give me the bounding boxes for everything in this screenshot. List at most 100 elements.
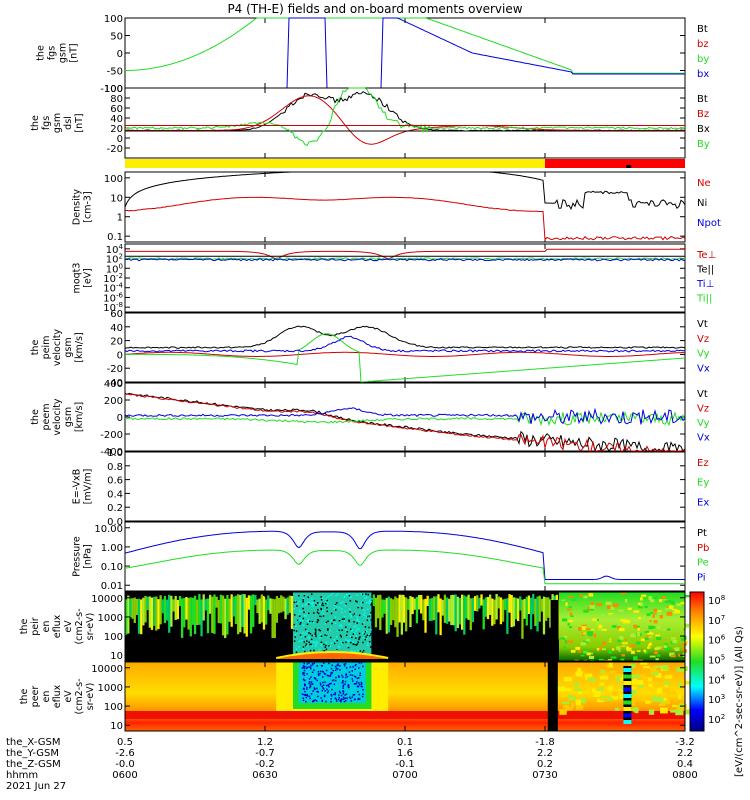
spectrogram-cell (361, 695, 364, 698)
spectrogram-cell (605, 601, 612, 606)
spectrogram-cell (584, 673, 593, 678)
footer-value: -1.8 (535, 737, 555, 748)
spectrogram-cell (303, 662, 305, 665)
spectrogram-cell (332, 642, 335, 645)
date-label: 2021 Jun 27 (6, 781, 66, 792)
spectrogram-cell (317, 618, 319, 621)
y-axis-label: fgs (41, 116, 52, 130)
spectrogram-cell (320, 635, 323, 638)
series-by (125, 17, 685, 74)
y-axis-label: peir (30, 617, 41, 636)
spectrogram-cell (345, 641, 347, 643)
spectrogram-cell (588, 655, 595, 659)
spectrogram-cell (383, 599, 386, 614)
y-tick-label: 80 (110, 94, 123, 105)
spectrogram-cell (614, 707, 620, 711)
spectrogram-cell (290, 595, 294, 629)
spectrogram-cell (615, 676, 621, 682)
spectrogram-cell (570, 702, 575, 708)
spectrogram-cell (350, 641, 352, 644)
spectrogram-cell (684, 623, 690, 628)
series-vz (124, 393, 686, 452)
spectrogram-cell (577, 649, 582, 651)
spectrogram-cell (519, 596, 522, 611)
spectrogram-cell (271, 598, 274, 639)
spectrogram-cell (581, 626, 586, 630)
spectrogram-cell (607, 685, 613, 691)
spectrogram-cell (361, 685, 363, 688)
spectrogram-cell (352, 633, 355, 635)
spectrogram-cell (355, 644, 358, 646)
spectrogram-cell (467, 594, 470, 620)
spectrogram-cell (308, 603, 310, 605)
spectrogram-cell (262, 595, 266, 630)
footer-value: 0630 (252, 770, 277, 781)
spectrogram-cell (312, 601, 314, 604)
spectrogram-cell (302, 599, 304, 601)
spectrogram-cell (317, 674, 320, 677)
footer-value: 0700 (392, 770, 417, 781)
spectrogram-cell (370, 611, 372, 614)
spectrogram-cell (316, 621, 319, 623)
spectrogram-cell (344, 663, 347, 665)
spectrogram-cell (331, 592, 334, 595)
spectrogram-cell (657, 610, 662, 613)
spectrogram-cell (525, 596, 528, 626)
spectrogram-cell (370, 646, 372, 648)
y-axis-label: peer (30, 686, 41, 708)
spectrogram-cell (302, 673, 304, 675)
spectrogram-cell (350, 615, 352, 618)
spectrogram-cell (313, 687, 316, 689)
spectrogram-cell (342, 681, 344, 684)
spectrogram-cell (349, 697, 352, 700)
series-vy (124, 410, 686, 427)
legend-entry: Ti|| (696, 294, 712, 305)
spectrogram-cell (620, 619, 626, 622)
spectrogram-cell (348, 593, 350, 595)
spectrogram-cell (664, 675, 672, 679)
spectrogram-cell (309, 601, 311, 604)
spectrogram-cell (561, 592, 568, 594)
spectrogram-cell (354, 642, 357, 644)
spectrogram-cell (651, 670, 659, 676)
spectrogram-cell (631, 700, 636, 706)
legend-entry: by (697, 54, 709, 65)
spectrogram-cell (680, 601, 685, 605)
spectrogram-cell (437, 594, 440, 613)
spectrogram-cell (476, 595, 479, 612)
spectrogram-cell (648, 625, 654, 630)
spectrogram-cell (303, 672, 306, 674)
spectrogram-cell (198, 594, 201, 625)
spectrogram-cell (294, 633, 297, 636)
footer-value: 1.6 (397, 748, 413, 759)
spectrogram-cell (583, 648, 587, 652)
spectrogram-cell (308, 666, 310, 668)
spectrogram-cell (313, 642, 315, 644)
spectrogram-cell (140, 599, 143, 635)
spectrogram-cell (331, 672, 334, 674)
spectrogram-cell (299, 623, 301, 625)
spectrogram-cell (587, 631, 594, 636)
legend-entry: Vx (697, 433, 710, 444)
y-tick-label: 100 (104, 84, 123, 95)
spectrogram-cell (430, 598, 434, 621)
spectrogram-cell (313, 641, 316, 643)
y-tick-label: 100 (104, 702, 123, 713)
footer-value: 2.2 (537, 748, 553, 759)
colorbar-tick-label: 108 (708, 594, 725, 607)
y-axis-label: peem (41, 404, 52, 431)
spectrogram-cell (351, 670, 353, 672)
spectrogram-cell (643, 665, 650, 669)
spectrogram-cell (617, 639, 621, 643)
spectrogram-cell (340, 624, 343, 626)
spectrogram-cell (627, 607, 632, 611)
spectrogram-cell (358, 693, 361, 696)
spectrogram-cell (678, 694, 682, 700)
spectrogram-cell (331, 622, 333, 625)
y-tick-label: 1.00 (101, 543, 123, 554)
spectrogram-cell (294, 636, 297, 638)
spectrogram-cell (320, 664, 323, 667)
spectrogram-cell (570, 615, 574, 617)
panel-efield: 1.0 0.8 0.6 0.4 0.2 0.0 E=-VxB [mV/m] Ez Ey Ex (72, 448, 710, 528)
spectrogram-cell (357, 698, 359, 701)
